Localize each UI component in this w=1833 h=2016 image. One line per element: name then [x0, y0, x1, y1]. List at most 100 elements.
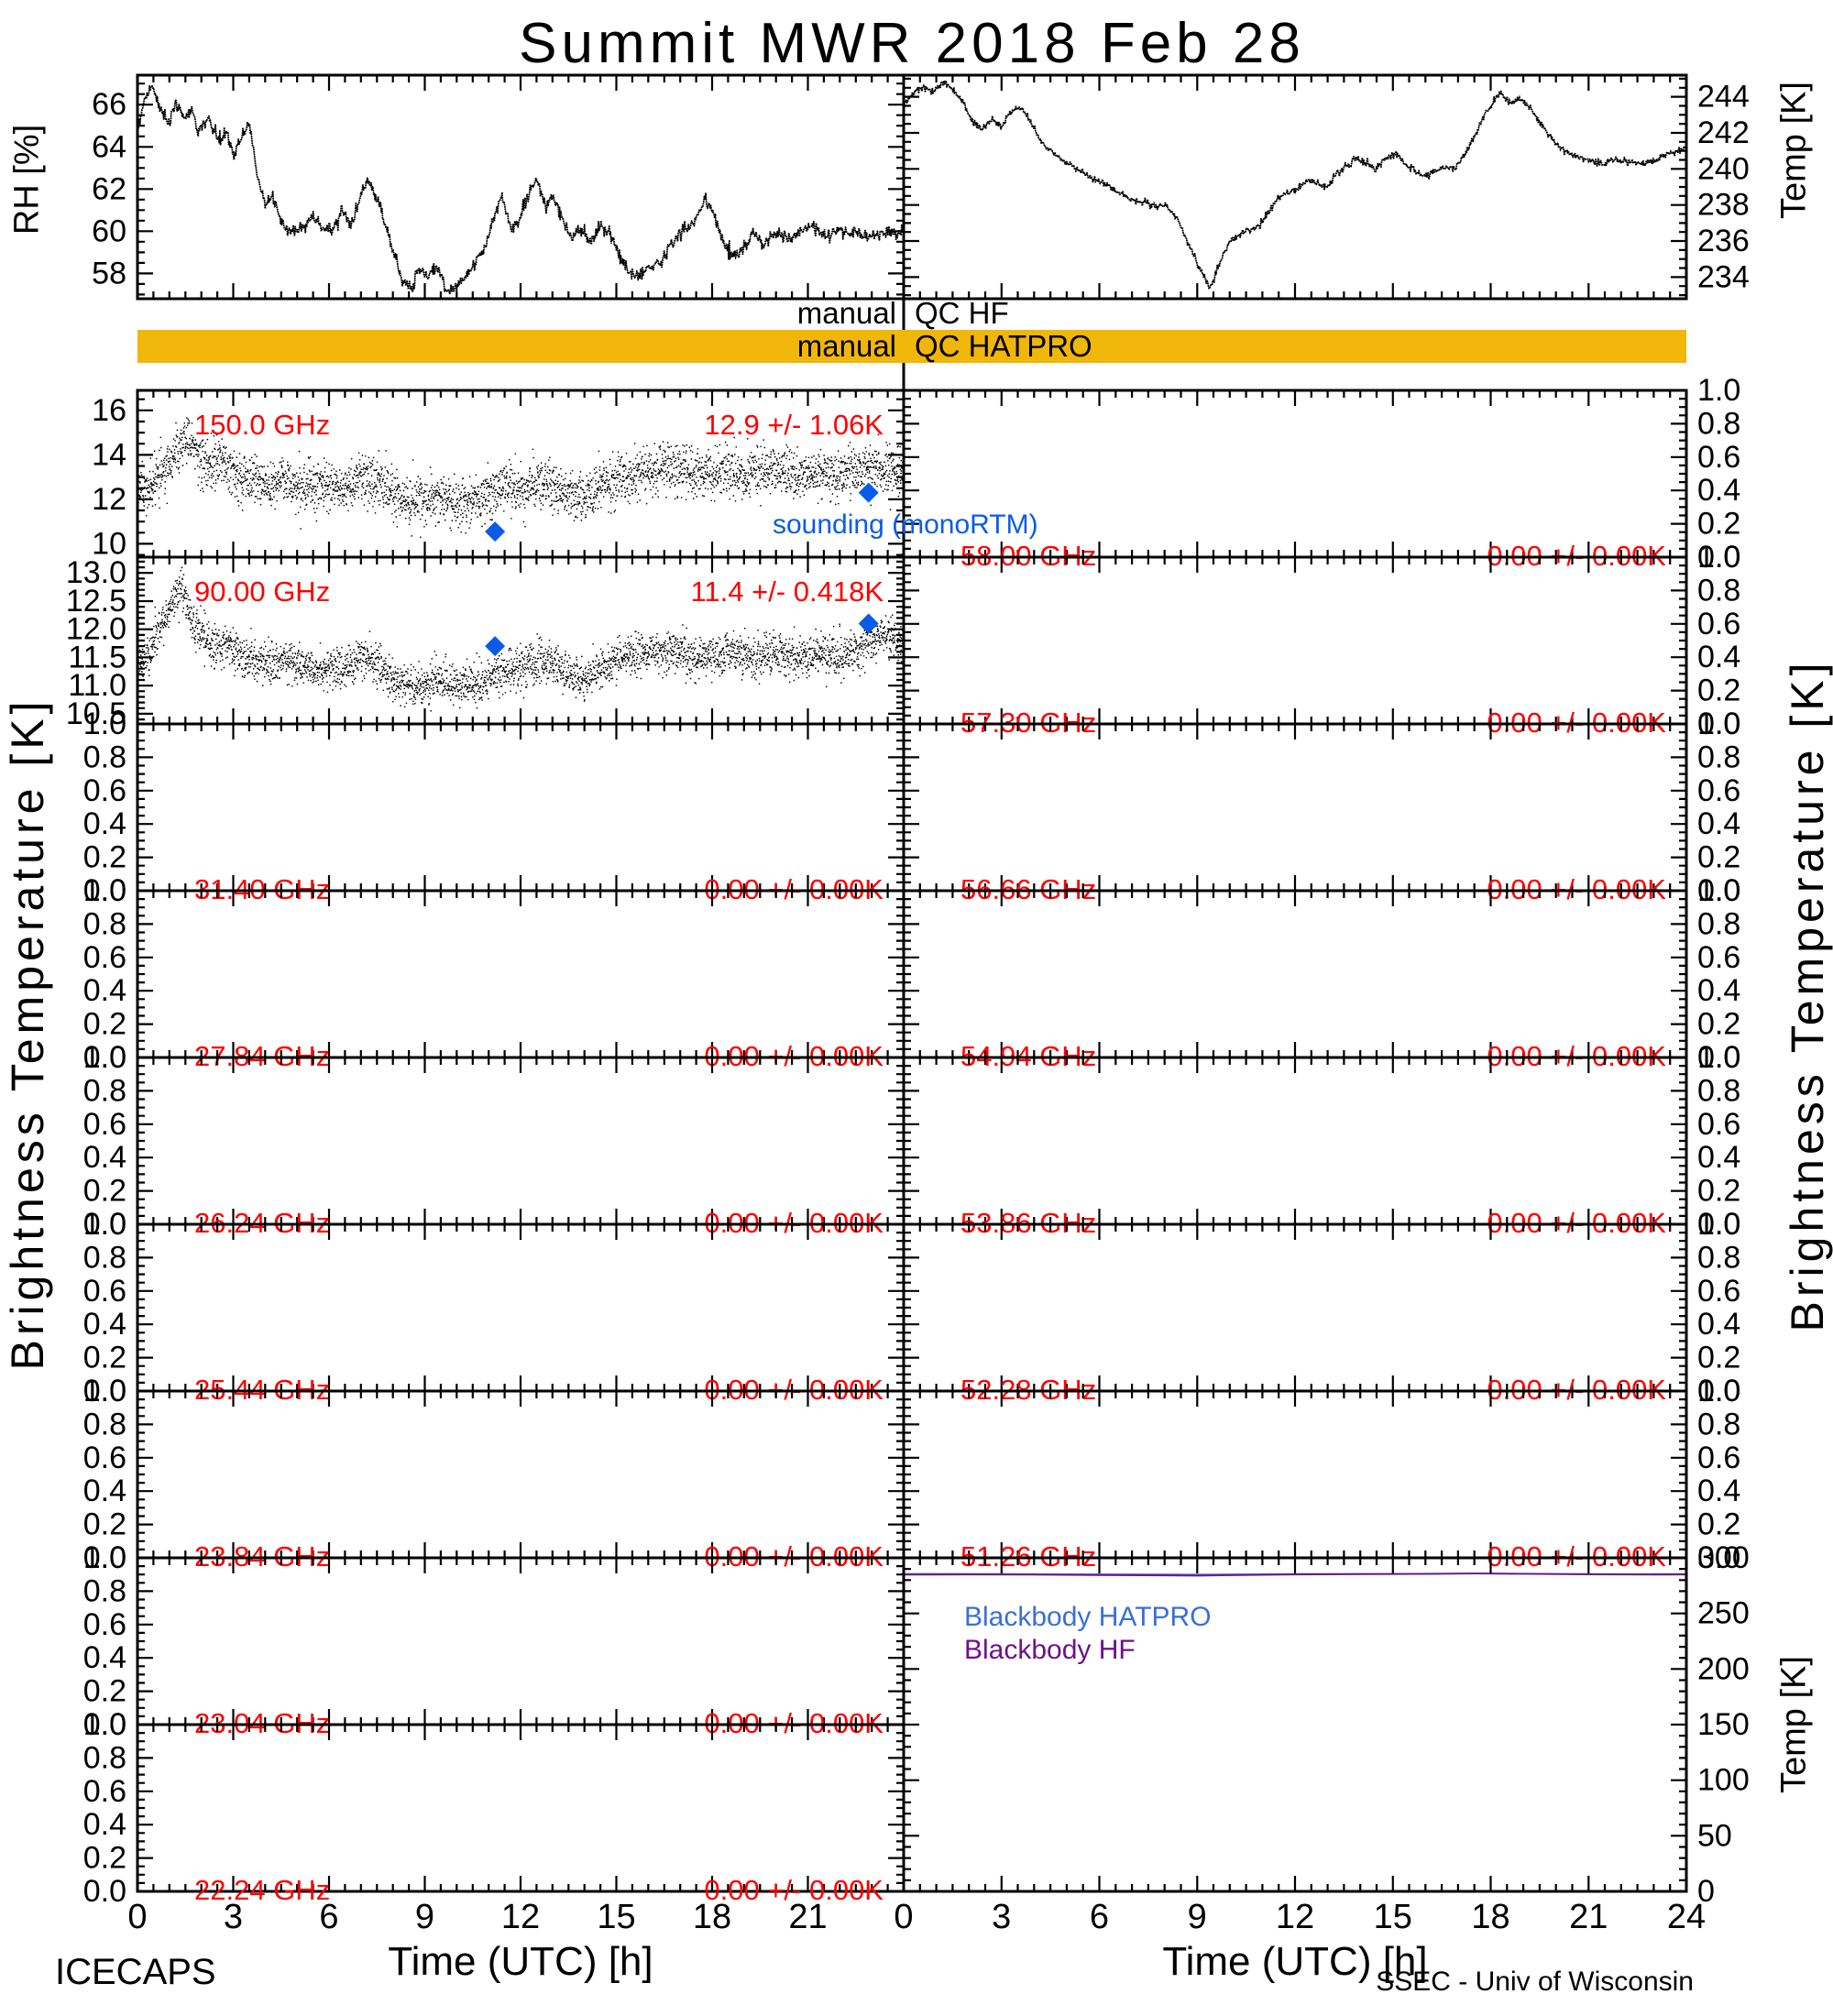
- ytick-label: 62: [92, 171, 126, 206]
- ytick-label: 50: [1697, 1818, 1732, 1853]
- ytick-label: 0.8: [83, 1073, 126, 1108]
- stats-label: 11.4 +/- 0.418K: [690, 575, 884, 608]
- ytick-label: 0.6: [83, 1774, 126, 1809]
- ytick-label: 0.6: [83, 773, 126, 808]
- ytick-label: 0.8: [1697, 1407, 1740, 1441]
- ytick-label: 0.2: [83, 1007, 126, 1042]
- ytick-label: 0.0: [83, 1540, 126, 1575]
- xtick-label: 18: [1471, 1898, 1509, 1936]
- ytick-label: 10: [92, 526, 126, 561]
- qc-hf-label-manual: manual: [796, 296, 896, 330]
- ytick-label: 12: [92, 482, 126, 517]
- ytick-label: 12.5: [66, 584, 126, 619]
- ytick-label: 0.0: [83, 1874, 126, 1909]
- ytick-label: 0.4: [83, 1640, 126, 1675]
- axis-ticks: [902, 722, 1688, 893]
- ytick-label: 1.0: [83, 873, 126, 908]
- ytick-label: 66: [92, 87, 126, 122]
- ytick-label: 0.0: [1697, 1374, 1740, 1408]
- ytick-label: 0.0: [1697, 1207, 1740, 1242]
- ytick-label: 0.2: [83, 1341, 126, 1375]
- ytick-label: 11.0: [68, 668, 126, 703]
- ytick-label: 0.4: [1697, 640, 1740, 674]
- ytick-label: 0.6: [83, 1441, 126, 1475]
- ytick-label: 0.4: [1697, 806, 1740, 841]
- xtick-label: 12: [501, 1898, 540, 1936]
- time-axis-title-right: Time (UTC) [h]: [1162, 1939, 1428, 1984]
- axis-ticks: [136, 1222, 906, 1393]
- panel-tb5800: 0.00.20.40.60.81.058.00 GHz 0.00 +/- 0.00…: [902, 373, 1740, 575]
- ytick-label: 14: [92, 437, 126, 472]
- freq-label: 22.24 GHz: [194, 1874, 330, 1906]
- panel-frame: [902, 722, 1688, 893]
- panel-tb2784: 0.00.20.40.60.81.027.84 GHz 0.00 +/- 0.00…: [83, 873, 906, 1075]
- temp-top-axis-label: Temp [K]: [1774, 82, 1814, 219]
- axis-ticks: [136, 557, 906, 724]
- axis-ticks: [902, 389, 1688, 559]
- page-title: Summit MWR 2018 Feb 28: [519, 12, 1305, 75]
- ytick-label: 240: [1697, 151, 1750, 186]
- brightness-temp-left-axis-label: Brightness Temperature [K]: [2, 696, 53, 1371]
- ytick-label: 0.8: [1697, 906, 1740, 941]
- ytick-label: 1.0: [83, 1707, 126, 1742]
- qc-hatpro-bar: [137, 330, 1686, 363]
- sounding-diamond-marker: [485, 636, 506, 657]
- axis-ticks: [136, 390, 906, 557]
- panel-series-temp: [904, 77, 1686, 290]
- ytick-label: 200: [1697, 1651, 1750, 1686]
- ytick-label: 100: [1697, 1763, 1750, 1798]
- ytick-label: 12.0: [66, 612, 126, 647]
- ytick-label: 0.8: [1697, 573, 1740, 608]
- ytick-label: 60: [92, 214, 126, 248]
- ytick-label: 1.0: [1697, 373, 1740, 408]
- ytick-label: 0.2: [83, 1674, 126, 1709]
- freq-label: 90.00 GHz: [194, 575, 330, 608]
- axis-ticks: [136, 722, 906, 893]
- ytick-label: 0.8: [83, 1407, 126, 1441]
- xtick-label: 9: [415, 1898, 434, 1936]
- ytick-label: 0.0: [1697, 873, 1740, 908]
- ytick-label: 0.2: [83, 1174, 126, 1209]
- ytick-label: 0.0: [83, 1207, 126, 1242]
- ytick-label: 1.0: [83, 1374, 126, 1408]
- axis-ticks: [136, 1556, 906, 1726]
- panel-frame: [136, 1556, 906, 1726]
- qc-hatpro-label-manual: manual: [796, 329, 896, 363]
- xtick-label: 0: [127, 1898, 147, 1936]
- ytick-label: 0.4: [83, 806, 126, 841]
- dotted-line-series: [904, 77, 1686, 290]
- xtick-label: 18: [693, 1898, 731, 1936]
- bb-hatpro-legend: Blackbody HATPRO: [964, 1602, 1212, 1632]
- ytick-label: 0.6: [1697, 773, 1740, 808]
- qc-hf-label: QC HF: [915, 296, 1009, 330]
- ytick-label: 0.2: [1697, 1341, 1740, 1375]
- ytick-label: 0.2: [1697, 1174, 1740, 1209]
- axis-ticks: [136, 1389, 906, 1560]
- ytick-label: 236: [1697, 224, 1750, 258]
- ytick-label: 0.4: [83, 1474, 126, 1508]
- bb-hf-legend: Blackbody HF: [964, 1635, 1136, 1665]
- axis-ticks: [136, 1723, 906, 1893]
- xtick-label: 12: [1276, 1898, 1314, 1936]
- axis-ticks: [902, 1056, 1688, 1226]
- temp-bb-axis-label: Temp [K]: [1774, 1656, 1814, 1793]
- ytick-label: 1.0: [1697, 1207, 1740, 1242]
- ytick-label: 1.0: [1697, 540, 1740, 575]
- ytick-label: 0.0: [1697, 707, 1740, 741]
- panel-frame: [136, 889, 906, 1059]
- xtick-label: 6: [319, 1898, 338, 1936]
- ytick-label: 0.4: [83, 1307, 126, 1342]
- panel-frame: [136, 73, 906, 301]
- ytick-label: 0.4: [1697, 473, 1740, 508]
- xtick-label: 6: [1090, 1898, 1109, 1936]
- ytick-label: 0.6: [1697, 1441, 1740, 1475]
- ytick-label: 10.5: [66, 696, 126, 731]
- ytick-label: 238: [1697, 188, 1750, 223]
- ytick-label: 0.2: [1697, 1507, 1740, 1542]
- xtick-label: 15: [597, 1898, 635, 1936]
- ytick-label: 1.0: [1697, 707, 1740, 741]
- ytick-label: 0.4: [1697, 1307, 1740, 1342]
- ytick-label: 0.8: [83, 740, 126, 774]
